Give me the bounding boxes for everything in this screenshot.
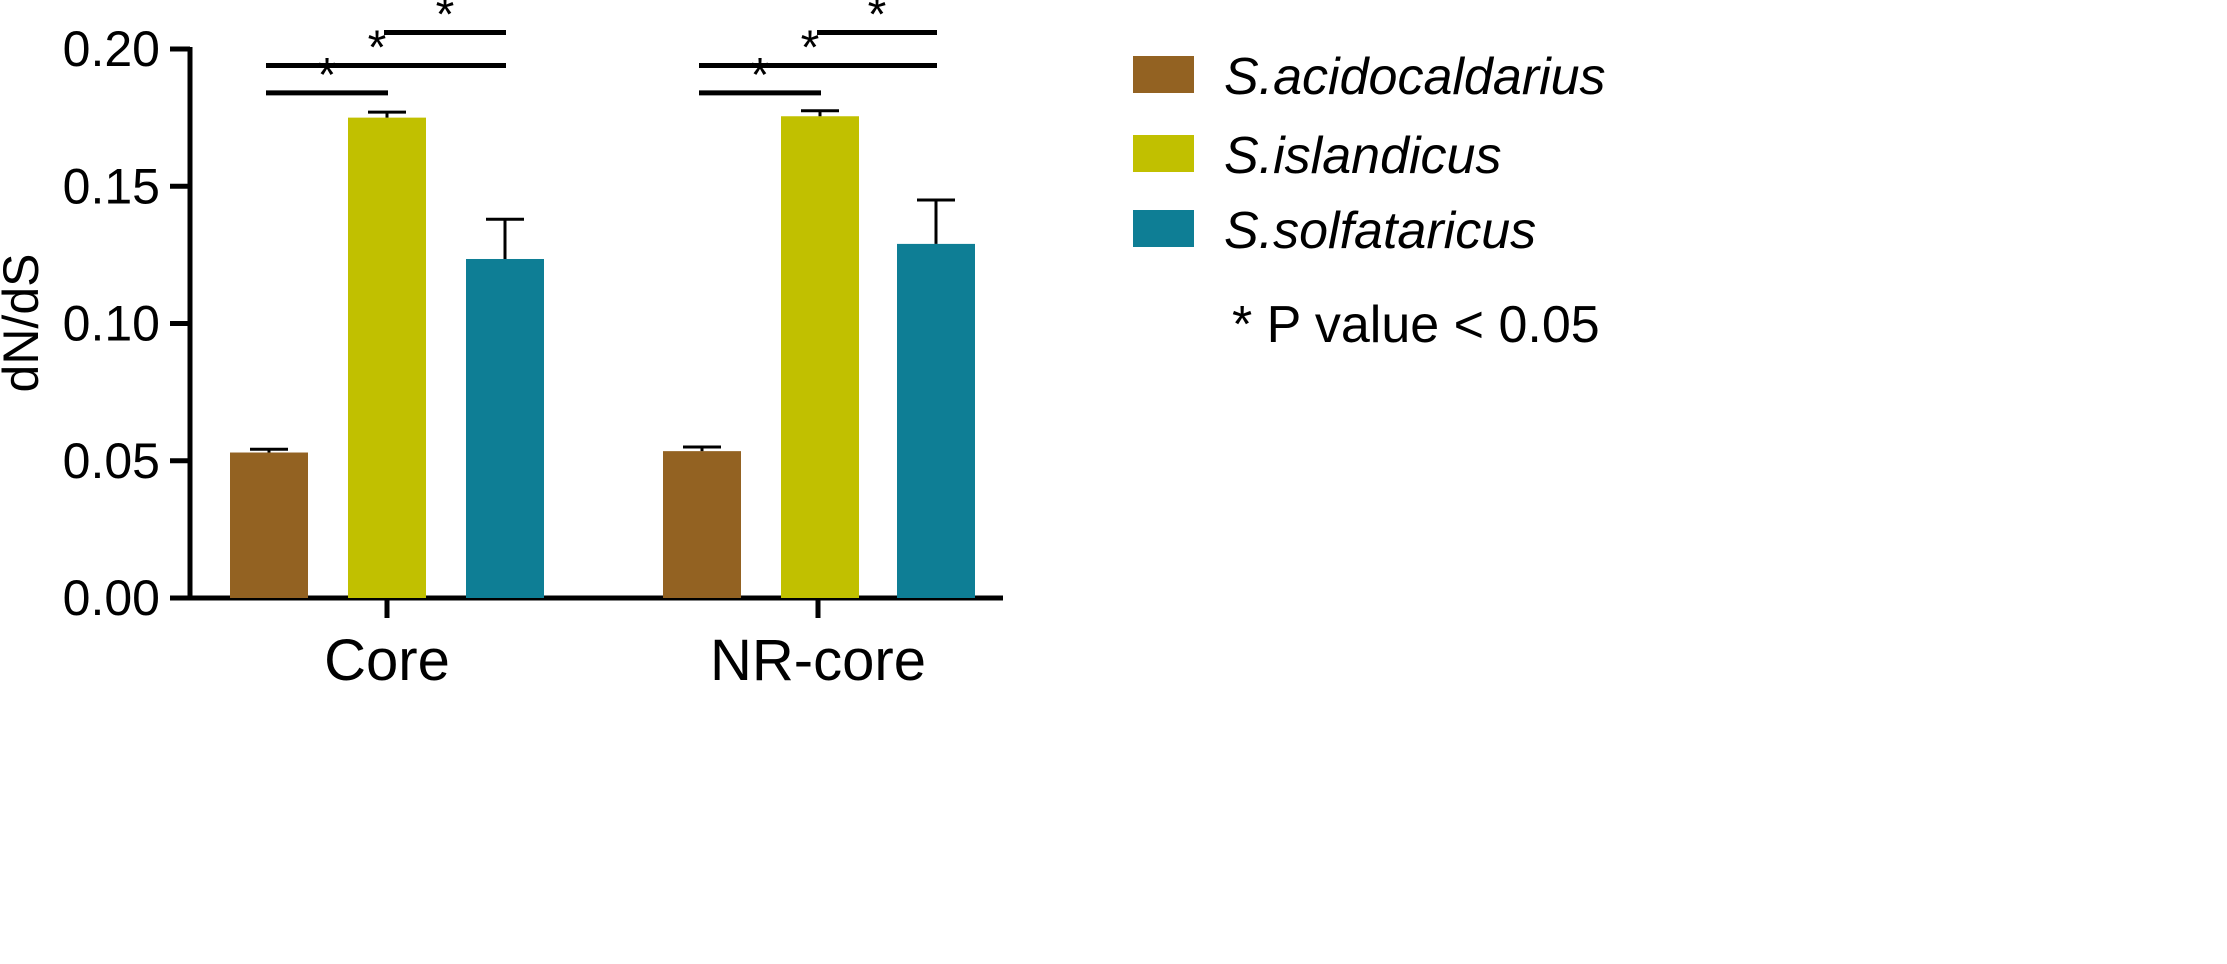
y-tick-label: 0.10 bbox=[63, 296, 160, 352]
legend-label: S.solfataricus bbox=[1224, 202, 1536, 260]
x-tick-label: NR-core bbox=[710, 628, 926, 693]
y-tick-label: 0.20 bbox=[63, 21, 160, 77]
bars bbox=[230, 109, 975, 598]
bar bbox=[663, 451, 741, 598]
y-tick-label: 0.00 bbox=[63, 570, 160, 626]
legend-swatch bbox=[1133, 135, 1194, 172]
significance-star: * bbox=[436, 0, 455, 42]
x-tick-label: Core bbox=[324, 628, 450, 693]
bar bbox=[230, 452, 308, 598]
significance-brackets: * * * * * * bbox=[266, 0, 937, 102]
legend: S.acidocaldarius S.islandicus S.solfataric… bbox=[1133, 48, 1606, 260]
legend-label: S.islandicus bbox=[1224, 127, 1501, 185]
significance-star: * bbox=[801, 21, 820, 74]
significance-star: * bbox=[868, 0, 887, 42]
x-axis: Core NR-core bbox=[188, 595, 1003, 693]
bar bbox=[781, 116, 859, 598]
y-axis-title: dN/dS bbox=[0, 254, 49, 393]
significance-star: * bbox=[318, 49, 337, 102]
legend-swatch bbox=[1133, 56, 1194, 93]
bar bbox=[348, 117, 426, 598]
y-tick-label: 0.05 bbox=[63, 433, 160, 489]
significance-star: * bbox=[751, 49, 770, 102]
legend-label: S.acidocaldarius bbox=[1224, 48, 1606, 106]
y-axis: 0.00 0.05 0.10 0.15 0.20 bbox=[63, 21, 193, 626]
y-tick-label: 0.15 bbox=[63, 158, 160, 214]
bar bbox=[466, 258, 544, 598]
significance-star: * bbox=[368, 21, 387, 74]
significance-note: * P value < 0.05 bbox=[1232, 296, 1600, 354]
legend-swatch bbox=[1133, 210, 1194, 247]
bar bbox=[897, 243, 975, 598]
